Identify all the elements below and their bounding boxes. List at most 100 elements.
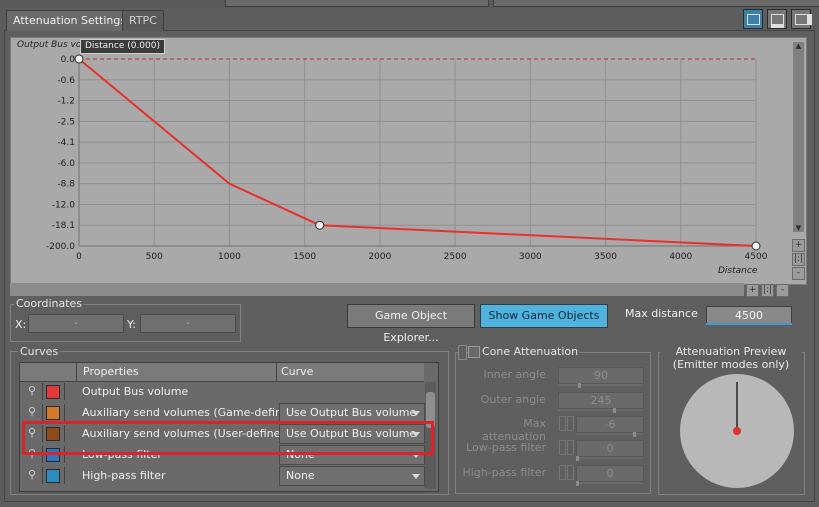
scroll-up-icon[interactable]: ▲ <box>795 42 802 50</box>
curve-row-aux-game-defined[interactable]: ⚲ Auxiliary send volumes (Game-defined) … <box>20 402 425 423</box>
attenuation-preview-subtitle: (Emitter modes only) <box>672 358 790 371</box>
x-tick-label: 3000 <box>519 252 542 262</box>
curve-control-point[interactable] <box>74 54 84 64</box>
link-icon[interactable] <box>559 440 566 455</box>
y-tick-label: -8.8 <box>57 180 75 190</box>
cone-field-value[interactable]: 90 <box>558 367 644 384</box>
curve-control-point[interactable] <box>315 220 325 230</box>
curve-color-swatch <box>46 406 60 420</box>
curve-graph[interactable]: 0 500 1000 1500 2000 2500 3000 3500 4000 4500 0.0 -… <box>10 37 807 285</box>
pin-icon[interactable]: ⚲ <box>27 384 37 397</box>
curve-row-output-bus-volume[interactable]: ⚲ Output Bus volume <box>20 381 425 402</box>
cone-field-value[interactable]: -6 <box>576 416 644 433</box>
coordinate-x-field[interactable]: - <box>28 314 124 333</box>
max-distance-slider[interactable] <box>706 323 792 325</box>
pin-icon[interactable]: ⚲ <box>27 426 37 439</box>
coordinate-y-label: Y: <box>127 318 136 331</box>
graph-horizontal-scrollbar[interactable] <box>10 283 744 296</box>
y-tick-label: -0.6 <box>57 76 75 86</box>
x-tick-label: 1500 <box>293 252 316 262</box>
zoom-out-horizontal-button[interactable]: - <box>776 284 789 297</box>
cone-field-slider-knob[interactable] <box>576 481 579 486</box>
curves-table-scrollbar[interactable] <box>425 382 436 489</box>
curve-color-swatch <box>46 385 60 399</box>
cone-field-value[interactable]: 0 <box>576 465 644 482</box>
zoom-fit-vertical-button[interactable]: |:| <box>792 253 805 266</box>
cone-field-label: Inner angle <box>483 368 547 381</box>
coordinate-x-label: X: <box>15 318 27 331</box>
single-pane-icon[interactable] <box>743 9 763 29</box>
cone-field-slider[interactable] <box>576 457 642 459</box>
curve-color-swatch <box>46 448 60 462</box>
split-vertical-icon[interactable] <box>791 9 812 29</box>
link-icon[interactable] <box>559 465 566 480</box>
game-object-explorer-button[interactable]: Game Object Explorer... <box>347 304 475 344</box>
y-tick-label: -200.0 <box>46 242 75 252</box>
curve-select[interactable]: Use Output Bus volume <box>279 403 425 423</box>
tab-attenuation-settings[interactable]: Attenuation Settings <box>6 10 134 31</box>
attenuation-preview-circle <box>680 374 794 488</box>
y-tick-label: -6.0 <box>57 159 75 169</box>
link-icon[interactable] <box>559 416 566 431</box>
curve-row-high-pass[interactable]: ⚲ High-pass filter None <box>20 465 425 486</box>
cone-lock-icon[interactable] <box>458 345 467 360</box>
cone-field-slider-knob[interactable] <box>576 456 579 461</box>
curve-select[interactable]: Use Output Bus volume <box>279 424 425 444</box>
distance-tooltip: Distance (0.000) <box>80 39 166 54</box>
tab-rtpc[interactable]: RTPC <box>122 10 164 31</box>
column-header-curve[interactable]: Curve <box>276 363 424 382</box>
pin-icon[interactable]: ⚲ <box>27 405 37 418</box>
curves-table-scroll-thumb[interactable] <box>426 392 435 428</box>
y-tick-label: 0.0 <box>61 55 76 65</box>
graph-vertical-scrollbar[interactable] <box>793 42 804 232</box>
cone-field-label: Low-pass filter <box>466 441 546 454</box>
curves-group <box>10 351 449 495</box>
dropdown-arrow-icon <box>412 411 420 416</box>
dropdown-arrow-icon <box>412 453 420 458</box>
cone-field-slider-knob[interactable] <box>578 383 581 388</box>
pin-icon[interactable]: ⚲ <box>27 468 37 481</box>
curve-color-swatch <box>46 427 60 441</box>
split-horizontal-icon[interactable] <box>767 9 787 29</box>
zoom-out-vertical-button[interactable]: - <box>792 267 805 280</box>
cone-attenuation-checkbox[interactable] <box>468 346 480 358</box>
modifier-icon[interactable] <box>567 416 574 431</box>
cone-field-label: High-pass filter <box>462 466 546 479</box>
scroll-down-icon[interactable]: ▼ <box>795 224 802 232</box>
x-axis-title: Distance <box>718 266 758 276</box>
curve-row-low-pass[interactable]: ⚲ Low-pass filter None <box>20 444 425 465</box>
curve-graph-svg[interactable]: 0 500 1000 1500 2000 2500 3000 3500 4000 4500 0.0 -… <box>11 38 806 284</box>
show-game-objects-button[interactable]: Show Game Objects <box>480 304 608 328</box>
max-distance-label: Max distance <box>625 307 698 320</box>
y-tick-label: -18.1 <box>52 221 75 231</box>
cone-field-slider-knob[interactable] <box>633 432 636 437</box>
x-tick-label: 2500 <box>444 252 467 262</box>
x-tick-label: 2000 <box>368 252 391 262</box>
y-tick-label: -12.0 <box>52 200 76 210</box>
y-tick-label: -4.1 <box>57 138 75 148</box>
cone-field-slider[interactable] <box>558 384 642 386</box>
curve-control-point[interactable] <box>751 241 761 251</box>
cone-field-value[interactable]: 245 <box>558 392 644 409</box>
y-tick-label: -2.5 <box>57 117 75 127</box>
modifier-icon[interactable] <box>567 440 574 455</box>
coordinate-y-field[interactable]: - <box>140 314 236 333</box>
cone-field-slider[interactable] <box>558 409 642 411</box>
column-header-properties[interactable]: Properties <box>76 363 283 382</box>
zoom-in-horizontal-button[interactable]: + <box>746 284 759 297</box>
zoom-in-vertical-button[interactable]: + <box>792 239 805 252</box>
modifier-icon[interactable] <box>567 465 574 480</box>
curve-select[interactable]: None <box>279 466 425 486</box>
emitter-dot <box>733 427 741 435</box>
attenuation-preview-title: Attenuation Preview <box>660 345 802 358</box>
curve-row-label: Auxiliary send volumes (User-defined) <box>82 427 292 440</box>
highlight-box <box>22 421 434 455</box>
zoom-fit-horizontal-button[interactable]: |:| <box>761 284 774 297</box>
cone-field-slider[interactable] <box>576 433 642 435</box>
top-field-right <box>493 0 819 7</box>
cone-field-slider-knob[interactable] <box>613 408 616 413</box>
cone-field-slider[interactable] <box>576 482 642 484</box>
cone-field-value[interactable]: 0 <box>576 440 644 457</box>
curve-row-aux-user-defined[interactable]: ⚲ Auxiliary send volumes (User-defined) … <box>20 423 425 444</box>
x-tick-label: 3500 <box>594 252 617 262</box>
